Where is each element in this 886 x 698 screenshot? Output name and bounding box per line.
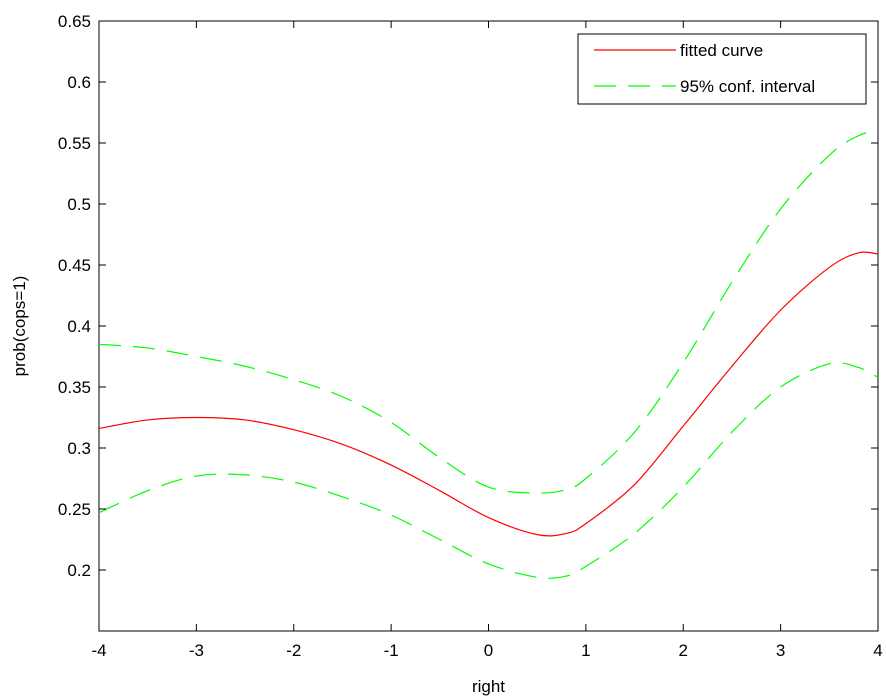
- x-tick-label: -3: [189, 641, 204, 660]
- x-axis-label: right: [472, 677, 505, 696]
- legend-label: 95% conf. interval: [680, 77, 815, 96]
- legend-box: [577, 33, 867, 105]
- legend-label: fitted curve: [680, 41, 763, 60]
- y-axis: 0.2 0.25 0.3 0.35 0.4 0.45 0.5 0.55 0.6 0.65: [58, 12, 878, 580]
- x-tick-label: -1: [384, 641, 399, 660]
- ci-lower-line: [99, 362, 878, 579]
- x-tick-label: 0: [484, 641, 493, 660]
- y-tick-label: 0.65: [58, 12, 91, 31]
- y-tick-label: 0.55: [58, 134, 91, 153]
- x-tick-label: 4: [873, 641, 882, 660]
- plot-area: [98, 20, 879, 632]
- y-tick-label: 0.3: [67, 439, 91, 458]
- series-layer: [99, 130, 878, 579]
- y-tick-label: 0.45: [58, 256, 91, 275]
- fitted-curve-line: [99, 251, 878, 537]
- x-axis: -4 -3 -2 -1 0 1 2 3 4: [91, 21, 883, 660]
- y-tick-label: 0.6: [67, 73, 91, 92]
- y-tick-label: 0.35: [58, 378, 91, 397]
- y-tick-label: 0.25: [58, 500, 91, 519]
- ci-upper-line: [99, 130, 878, 494]
- x-tick-label: 3: [776, 641, 785, 660]
- y-tick-label: 0.2: [67, 561, 91, 580]
- x-tick-label: 2: [679, 641, 688, 660]
- x-tick-label: -4: [91, 641, 106, 660]
- y-tick-label: 0.5: [67, 195, 91, 214]
- legend: fitted curve 95% conf. interval: [577, 33, 867, 105]
- y-axis-label: prob(cops=1): [10, 276, 29, 377]
- x-tick-label: -2: [286, 641, 301, 660]
- x-tick-label: 1: [581, 641, 590, 660]
- y-tick-label: 0.4: [67, 317, 91, 336]
